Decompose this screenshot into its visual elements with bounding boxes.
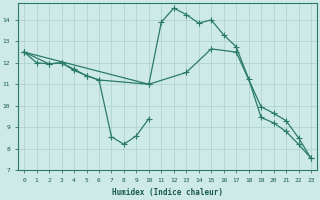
X-axis label: Humidex (Indice chaleur): Humidex (Indice chaleur) xyxy=(112,188,223,197)
